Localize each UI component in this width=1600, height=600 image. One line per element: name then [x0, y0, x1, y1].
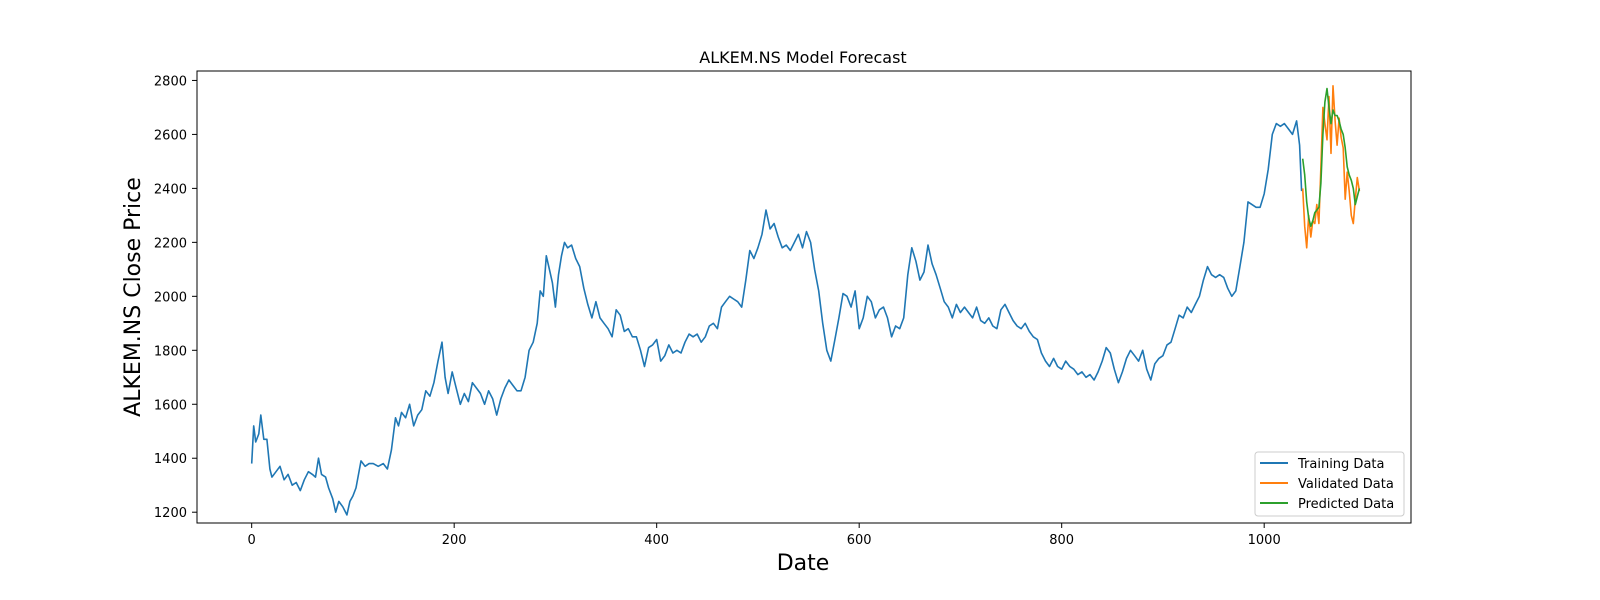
- y-tick-label: 1600: [154, 398, 187, 413]
- validated-data-legend-label: Validated Data: [1298, 477, 1394, 492]
- y-tick-label: 1800: [154, 344, 187, 359]
- plot-area: [196, 70, 1412, 524]
- x-axis: 0 200 400 600 800 1000: [248, 523, 1281, 548]
- y-tick-label: 2000: [154, 290, 187, 305]
- validated-data-line: [1301, 85, 1361, 249]
- x-tick-label: 400: [644, 533, 669, 548]
- x-tick-label: 0: [248, 533, 256, 548]
- y-tick-label: 1400: [154, 452, 187, 467]
- x-tick-label: 1000: [1248, 533, 1281, 548]
- legend-box: [1254, 451, 1405, 517]
- y-tick-label: 1200: [154, 506, 187, 521]
- plot-frame: [196, 70, 1412, 524]
- y-axis-label: ALKEM.NS Close Price: [121, 177, 146, 417]
- y-axis: 1200 1400 1600 1800 2000 2200 2400 2600 2800: [154, 74, 197, 521]
- y-tick-label: 2600: [154, 128, 187, 143]
- y-tick-label: 2400: [154, 182, 187, 197]
- x-axis-label: Date: [777, 551, 830, 576]
- y-tick-label: 2800: [154, 74, 187, 89]
- x-tick-label: 600: [847, 533, 872, 548]
- chart-title: ALKEM.NS Model Forecast: [699, 48, 906, 67]
- x-tick-label: 200: [442, 533, 467, 548]
- predicted-data-line: [1301, 87, 1361, 227]
- training-data-legend-label: Training Data: [1297, 457, 1384, 472]
- series-layer: [250, 85, 1361, 516]
- predicted-data-legend-label: Predicted Data: [1298, 497, 1394, 512]
- legend: Training Data Validated Data Predicted Dat…: [1254, 451, 1405, 517]
- x-tick-label: 800: [1049, 533, 1074, 548]
- training-data-line: [250, 120, 1303, 516]
- y-tick-label: 2200: [154, 236, 187, 251]
